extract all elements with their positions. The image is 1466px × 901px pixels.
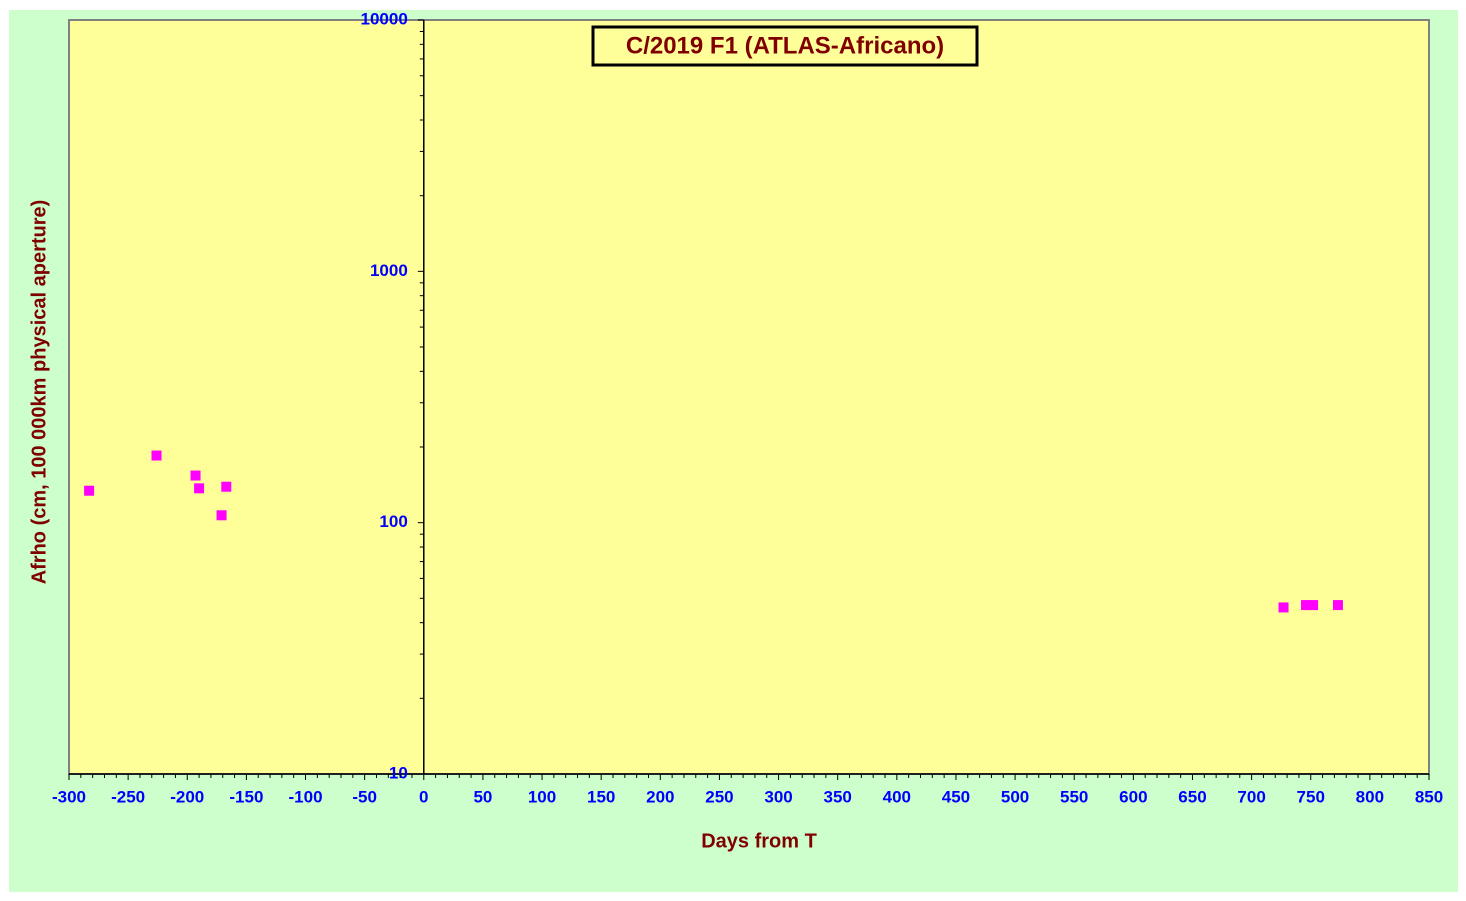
x-tick-label: 850 xyxy=(1415,787,1443,806)
chart-title: C/2019 F1 (ATLAS-Africano) xyxy=(626,32,944,59)
y-tick-label: 10 xyxy=(389,763,408,782)
x-tick-label: 250 xyxy=(705,787,733,806)
point xyxy=(84,485,95,496)
x-tick-label: -200 xyxy=(170,787,204,806)
x-tick-label: 550 xyxy=(1060,787,1088,806)
x-tick-label: 500 xyxy=(1001,787,1029,806)
y-tick-label: 100 xyxy=(379,512,407,531)
x-axis-label: Days from T xyxy=(701,830,817,852)
x-tick-label: 750 xyxy=(1297,787,1325,806)
x-tick-label: 400 xyxy=(883,787,911,806)
point xyxy=(1278,602,1289,613)
point xyxy=(221,481,232,492)
title-box xyxy=(591,25,979,67)
point xyxy=(1332,600,1343,611)
y-tick-label: 10000 xyxy=(361,9,408,28)
x-tick-label: 50 xyxy=(473,787,492,806)
point xyxy=(1308,600,1319,611)
x-tick-label: -300 xyxy=(52,787,86,806)
point xyxy=(151,450,162,461)
x-tick-label: -100 xyxy=(289,787,323,806)
x-tick-label: 700 xyxy=(1237,787,1265,806)
y-axis-label: Afrho (cm, 100 000km physical aperture) xyxy=(28,200,50,585)
point xyxy=(216,510,227,521)
x-tick-label: 450 xyxy=(942,787,970,806)
x-tick-label: 300 xyxy=(764,787,792,806)
plot-area xyxy=(68,19,1430,775)
x-tick-label: 600 xyxy=(1119,787,1147,806)
point xyxy=(194,483,205,494)
x-tick-label: -250 xyxy=(111,787,145,806)
x-tick-label: 0 xyxy=(419,787,428,806)
point xyxy=(1301,600,1312,611)
y-tick-label: 1000 xyxy=(370,261,408,280)
x-tick-label: 650 xyxy=(1178,787,1206,806)
x-tick-label: 800 xyxy=(1356,787,1384,806)
x-tick-label: 100 xyxy=(528,787,556,806)
x-tick-label: 350 xyxy=(824,787,852,806)
x-tick-label: 200 xyxy=(646,787,674,806)
point xyxy=(190,470,201,481)
x-tick-label: -50 xyxy=(352,787,377,806)
x-tick-label: 150 xyxy=(587,787,615,806)
x-tick-label: -150 xyxy=(229,787,263,806)
